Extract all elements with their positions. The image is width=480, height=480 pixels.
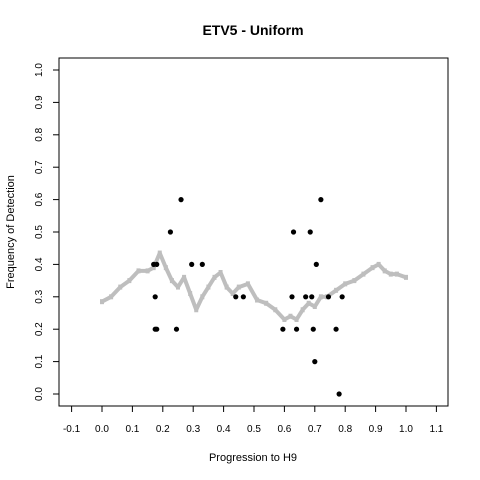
y-tick-label: 0.2: [34, 322, 45, 336]
y-tick-label: 0.9: [34, 95, 45, 109]
x-tick-label: 0.9: [369, 424, 383, 435]
detection-point: [339, 294, 345, 300]
x-tick-label: -0.1: [63, 424, 81, 435]
x-tick-label: 0.5: [247, 424, 261, 435]
y-tick-label: 0.7: [34, 160, 45, 174]
y-tick-label: 0.1: [34, 354, 45, 368]
detection-point: [189, 261, 195, 267]
y-tick-label: 1.0: [34, 63, 45, 77]
detection-point: [280, 326, 286, 332]
plot-frame: [58, 57, 449, 407]
detection-point: [152, 294, 158, 300]
detection-point: [312, 359, 318, 365]
detection-point: [307, 229, 313, 235]
detection-point: [154, 261, 160, 267]
detection-point: [240, 294, 246, 300]
x-axis: -0.1 0.0 0.1 0.2 0.3 0.4 0.5 0.6 0.7 0.8 0.9 1.0 1.1: [63, 406, 444, 435]
chart-title: ETV5 - Uniform: [202, 22, 303, 38]
x-tick-label: 1.1: [429, 424, 443, 435]
smoothed-curve: [100, 250, 408, 322]
x-axis-label: Progression to H9: [209, 452, 297, 464]
x-tick-label: 0.8: [338, 424, 352, 435]
y-axis-label: Frequency of Detection: [5, 175, 17, 289]
detection-point: [289, 294, 295, 300]
detection-point: [310, 326, 316, 332]
y-tick-label: 0.0: [34, 387, 45, 401]
smoothed-segment: [246, 282, 259, 302]
detection-point: [178, 197, 184, 203]
detection-point: [199, 261, 205, 267]
detection-point: [336, 391, 342, 397]
detection-point: [303, 294, 309, 300]
x-tick-label: 1.0: [399, 424, 413, 435]
detection-point: [233, 294, 239, 300]
smoothed-point: [404, 274, 408, 280]
x-tick-label: 0.4: [217, 424, 231, 435]
smoothed-segment: [182, 276, 193, 295]
x-tick-label: 0.3: [186, 424, 200, 435]
detection-point: [333, 326, 339, 332]
x-tick-label: 0.2: [156, 424, 170, 435]
detection-point: [318, 197, 324, 203]
y-axis: 0.0 0.1 0.2 0.3 0.4 0.5 0.6 0.7 0.8 0.9 1.0: [34, 63, 59, 401]
detection-point: [290, 229, 297, 235]
y-tick-label: 0.4: [34, 257, 45, 271]
detection-point: [313, 261, 319, 267]
y-tick-label: 0.3: [34, 289, 45, 303]
y-tick-label: 0.8: [34, 127, 45, 141]
y-tick-label: 0.6: [34, 192, 45, 206]
x-tick-label: 0.7: [308, 424, 322, 435]
detection-point: [325, 294, 332, 300]
smoothed-segment: [188, 292, 199, 311]
detection-point: [167, 229, 173, 235]
detection-point: [152, 326, 158, 332]
detection-point: [293, 326, 300, 332]
detection-point: [173, 326, 180, 332]
detection-points: [151, 197, 345, 397]
y-tick-label: 0.5: [34, 225, 45, 239]
x-tick-label: 0.0: [95, 424, 109, 435]
x-tick-label: 0.6: [277, 424, 291, 435]
detection-point: [309, 294, 315, 300]
smoothed-point: [255, 297, 260, 303]
x-tick-label: 0.1: [125, 424, 139, 435]
